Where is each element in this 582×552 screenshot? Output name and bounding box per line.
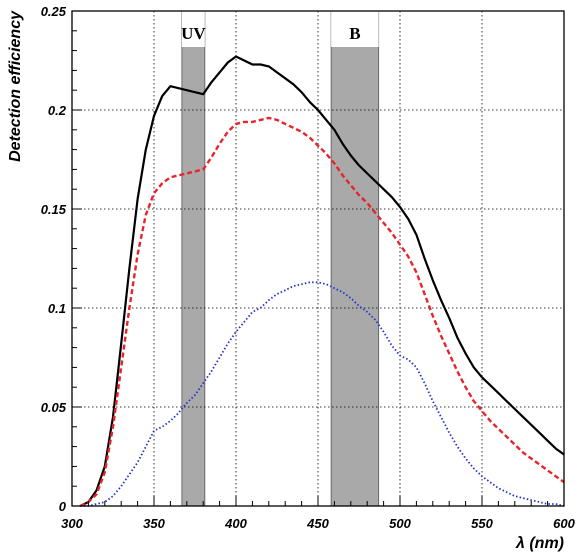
x-axis-title: λ (nm): [515, 535, 564, 552]
series-layer: [79, 55, 565, 508]
x-tick-label-1: 350: [143, 516, 165, 531]
y-tick-label-5: 0.25: [41, 4, 67, 19]
y-tick-label-1: 0.05: [41, 400, 67, 415]
band-label-box-1: [331, 11, 379, 47]
y-tick-label-0: 0: [59, 499, 67, 514]
series-2-line: [80, 281, 565, 507]
band-label-1: B: [349, 24, 360, 43]
y-tick-label-4: 0.2: [48, 103, 67, 118]
x-tick-label-2: 400: [224, 516, 247, 531]
ticks-layer: [71, 10, 565, 507]
x-tick-label-6: 600: [553, 516, 575, 531]
band-label-0: UV: [181, 24, 206, 43]
x-tick-label-4: 500: [389, 516, 411, 531]
band-1: [330, 10, 380, 507]
y-tick-label-3: 0.15: [41, 202, 67, 217]
grid-layer: [72, 11, 564, 506]
labels-layer: 300 350 400 450 500 550 600 0 0.05 0.1 0.15 0.2 0.25: [41, 4, 576, 531]
bands-layer: UV B: [181, 10, 380, 507]
x-tick-label-3: 450: [306, 516, 329, 531]
y-tick-label-2: 0.1: [48, 301, 66, 316]
series-1-line: [79, 116, 565, 508]
x-tick-label-5: 550: [471, 516, 493, 531]
band-label-box-0: [181, 11, 205, 47]
band-0: [181, 10, 206, 507]
x-tick-label-0: 300: [61, 516, 83, 531]
y-axis-title: Detection efficiency: [7, 10, 24, 162]
series-0-line: [79, 55, 565, 507]
